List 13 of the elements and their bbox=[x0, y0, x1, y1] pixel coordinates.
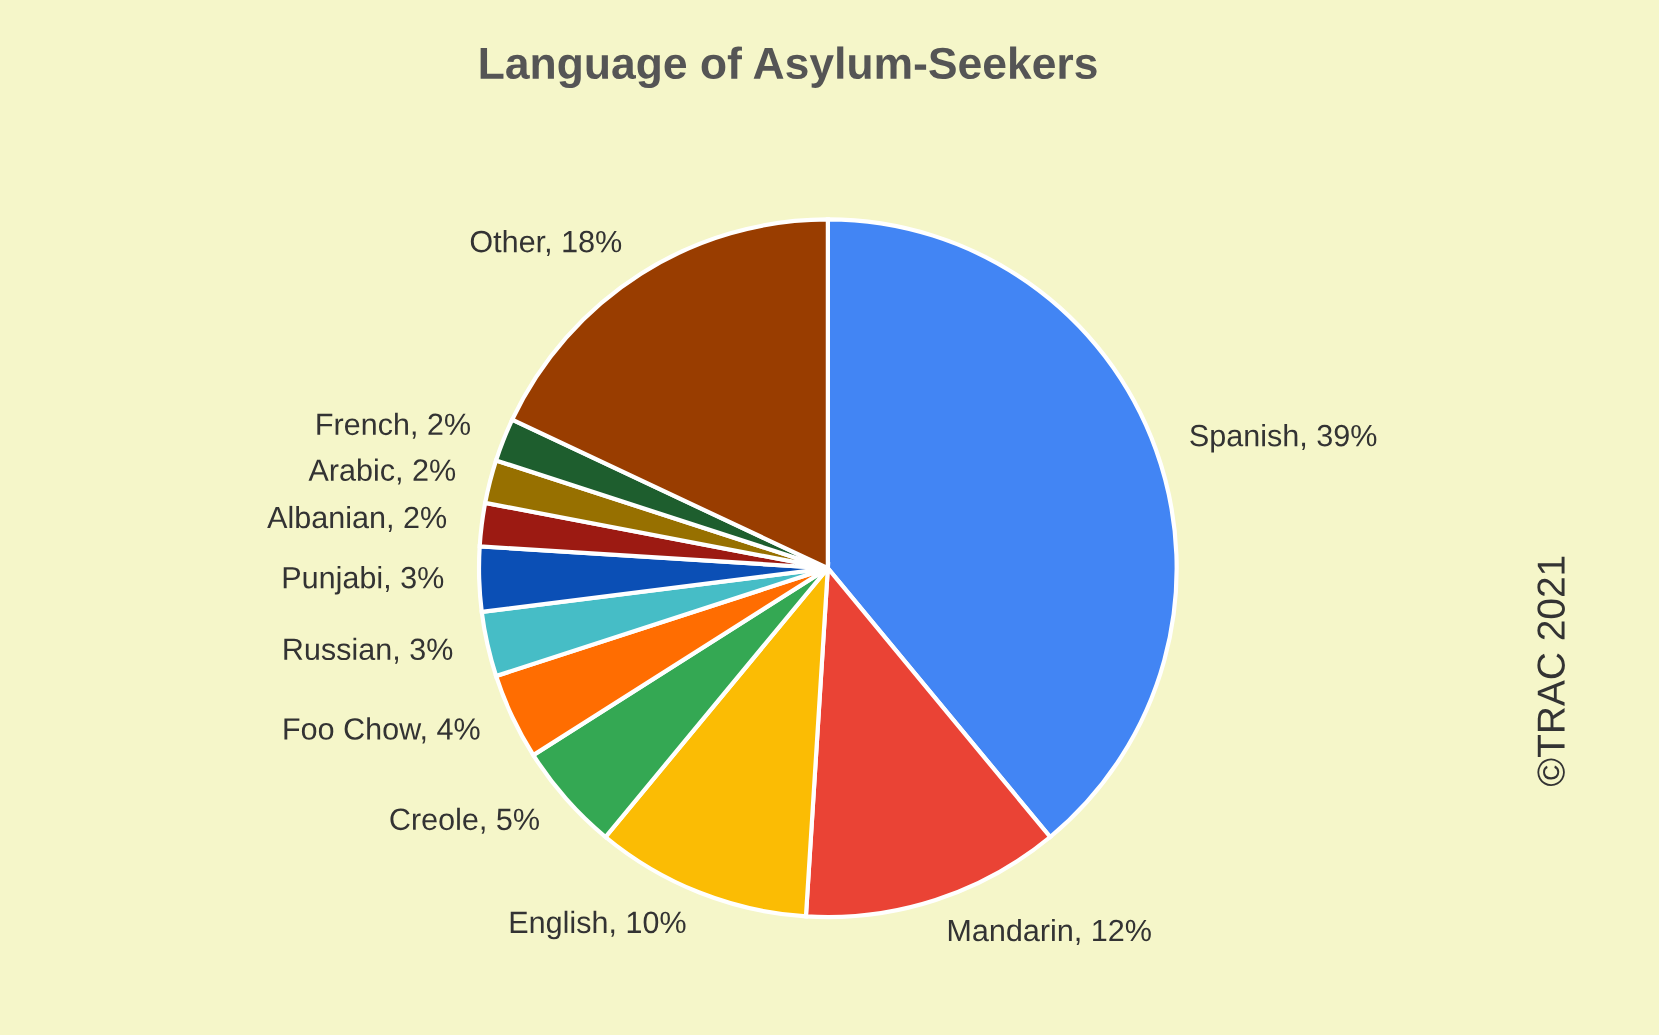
slice-label: Foo Chow, 4% bbox=[284, 717, 480, 744]
slice-label: Spanish, 39% bbox=[1190, 423, 1377, 453]
slice-label: Mandarin, 12% bbox=[948, 918, 1151, 945]
slice-label: French, 2% bbox=[317, 412, 470, 439]
slice-label: Russian, 3% bbox=[284, 637, 453, 664]
slice-label: Punjabi, 3% bbox=[283, 566, 444, 595]
slice-label: Albanian, 2% bbox=[267, 505, 447, 532]
slice-label: Arabic, 2% bbox=[308, 458, 456, 485]
slice-label: Creole, 5% bbox=[390, 807, 539, 834]
chart-title: Language of Asylum-Seekers bbox=[480, 46, 1097, 89]
text: ©TRAC 2021 bbox=[1537, 556, 1565, 787]
slice-label: Other, 18% bbox=[470, 229, 622, 257]
slice-label: English, 10% bbox=[510, 910, 686, 940]
